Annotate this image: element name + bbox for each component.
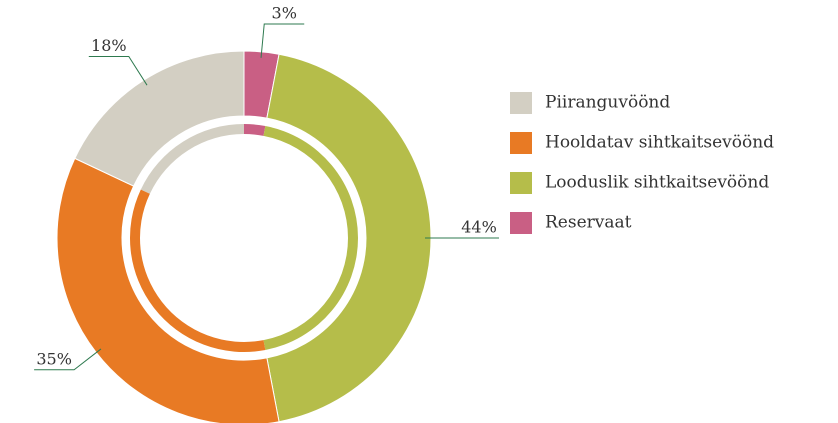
legend-swatch [510, 212, 532, 234]
donut-segment [56, 157, 280, 423]
leader-line [260, 23, 305, 58]
leader-line [88, 55, 148, 86]
inner-ring-segment [263, 126, 359, 350]
donut-segment [74, 50, 245, 187]
legend-swatch [510, 132, 532, 154]
inner-ring-segment [140, 124, 244, 194]
legend-label: Piiranguvöönd [545, 93, 670, 113]
leader-line [34, 348, 102, 371]
value-label: 35% [36, 349, 72, 368]
legend-label: Hooldatav sihtkaitsevöönd [545, 133, 774, 153]
legend-swatch [510, 92, 532, 114]
legend-swatch [510, 172, 532, 194]
donut-segment [266, 53, 432, 423]
value-label: 44% [461, 218, 497, 237]
value-label: 3% [272, 3, 297, 22]
legend-label: Reservaat [545, 213, 632, 233]
value-label: 18% [91, 36, 127, 55]
inner-ring-segment [130, 189, 266, 352]
inner-ring-segment [244, 124, 266, 136]
legend-label: Looduslik sihtkaitsevöönd [545, 173, 769, 193]
